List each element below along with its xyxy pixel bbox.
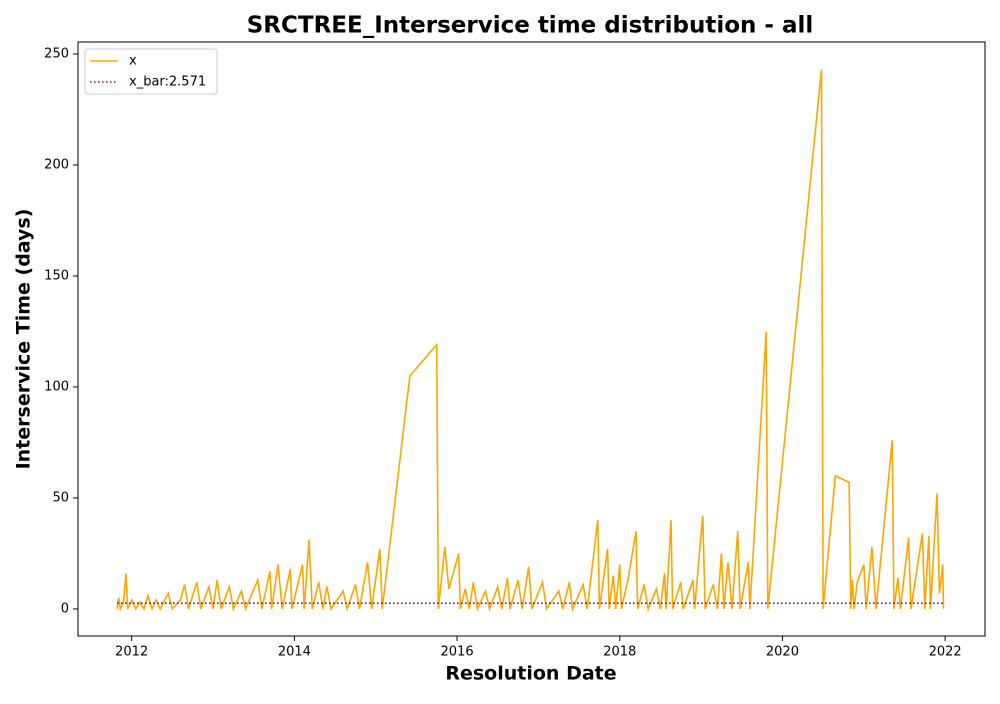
x-tick-label: 2014 xyxy=(278,645,311,660)
y-tick-label: 0 xyxy=(61,601,69,616)
y-tick-label: 150 xyxy=(44,268,69,283)
y-axis-label: Interservice Time (days) xyxy=(13,209,35,470)
legend-label: x_bar:2.571 xyxy=(129,75,206,90)
x-tick-label: 2016 xyxy=(441,645,474,660)
y-tick-label: 100 xyxy=(44,379,69,394)
plot-frame xyxy=(77,41,986,637)
x-axis-label: Resolution Date xyxy=(445,663,616,685)
y-tick-label: 50 xyxy=(52,490,69,505)
x-tick-label: 2020 xyxy=(766,645,799,660)
x-tick-label: 2012 xyxy=(115,645,148,660)
x-tick-label: 2018 xyxy=(603,645,636,660)
y-tick-label: 200 xyxy=(44,157,69,172)
chart-title: SRCTREE_Interservice time distribution -… xyxy=(247,13,814,39)
x-tick-label: 2022 xyxy=(929,645,962,660)
legend-label: x xyxy=(129,54,137,69)
series-line xyxy=(116,69,945,612)
y-tick-label: 250 xyxy=(44,46,69,61)
